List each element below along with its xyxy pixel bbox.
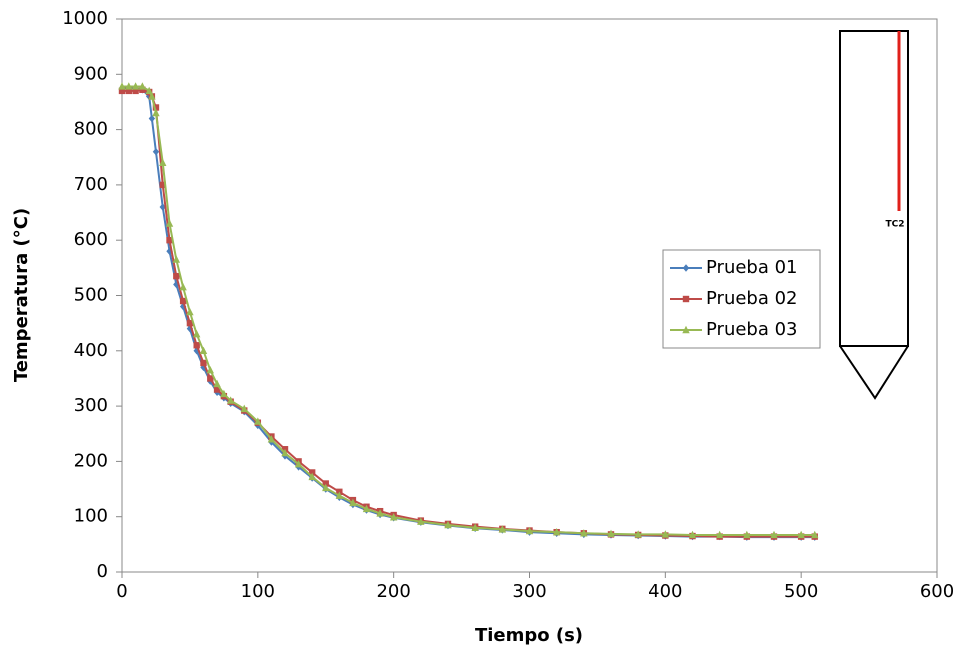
inset-diagram: TC2 — [839, 30, 909, 400]
y-tick-label: 0 — [97, 561, 108, 582]
marker — [362, 504, 371, 513]
marker — [138, 82, 147, 90]
series-line — [122, 85, 815, 536]
marker — [240, 404, 248, 413]
marker — [417, 517, 425, 525]
marker — [166, 237, 173, 244]
marker — [220, 389, 228, 398]
marker — [471, 523, 479, 531]
marker — [498, 525, 507, 533]
y-tick-label: 900 — [74, 63, 108, 84]
y-tick-label: 600 — [74, 229, 108, 250]
y-axis-title: Temperatura (°C) — [11, 208, 32, 382]
y-tick-label: 500 — [74, 285, 108, 306]
marker — [148, 114, 156, 123]
marker — [376, 509, 384, 517]
marker — [152, 148, 160, 156]
marker — [525, 526, 534, 535]
marker — [132, 87, 139, 95]
marker — [294, 459, 303, 468]
y-tick-label: 400 — [74, 340, 108, 361]
marker — [797, 530, 805, 539]
marker — [200, 359, 207, 367]
marker — [308, 469, 316, 476]
marker — [125, 82, 133, 90]
marker — [661, 530, 670, 538]
legend-marker — [682, 264, 690, 272]
marker — [159, 158, 167, 166]
marker — [159, 181, 166, 189]
marker — [186, 307, 194, 316]
marker — [322, 483, 330, 492]
marker — [267, 435, 276, 443]
x-tick-label: 400 — [648, 581, 682, 602]
marker — [148, 92, 156, 100]
marker — [770, 530, 778, 539]
legend-label: Prueba 02 — [706, 288, 798, 309]
marker — [634, 530, 642, 538]
marker — [179, 297, 187, 305]
marker — [281, 448, 289, 457]
marker — [580, 529, 588, 537]
x-tick-label: 600 — [920, 581, 954, 602]
marker — [118, 82, 126, 90]
marker — [199, 346, 208, 354]
y-tick-label: 700 — [74, 174, 108, 195]
marker — [743, 530, 751, 539]
marker — [179, 302, 187, 311]
marker — [152, 104, 160, 111]
y-tick-label: 800 — [74, 119, 108, 140]
marker — [206, 365, 214, 374]
y-tick-label: 200 — [74, 450, 108, 471]
marker — [207, 375, 214, 382]
legend-label: Prueba 03 — [706, 319, 798, 340]
x-tick-label: 200 — [376, 581, 410, 602]
marker — [125, 87, 132, 95]
marker — [145, 86, 153, 95]
legend-marker — [682, 295, 690, 303]
marker — [159, 203, 166, 211]
marker — [335, 491, 344, 499]
legend-marker — [682, 325, 690, 334]
marker — [254, 417, 262, 425]
marker — [118, 87, 126, 95]
marker — [552, 527, 561, 536]
marker — [179, 283, 187, 291]
marker — [389, 513, 398, 521]
marker — [165, 219, 174, 227]
marker — [131, 82, 140, 90]
marker — [200, 363, 207, 372]
probe-tip — [839, 345, 909, 400]
marker — [349, 498, 357, 507]
marker — [322, 480, 329, 487]
marker — [308, 472, 316, 481]
marker — [193, 330, 201, 338]
marker — [186, 319, 194, 327]
x-tick-label: 0 — [116, 581, 127, 602]
marker — [172, 255, 181, 263]
y-tick-label: 100 — [74, 506, 108, 527]
x-tick-label: 300 — [512, 581, 546, 602]
marker — [226, 396, 235, 404]
marker — [213, 386, 221, 393]
marker — [811, 530, 819, 539]
y-tick-label: 1000 — [62, 8, 108, 29]
y-tick-label: 300 — [74, 395, 108, 416]
x-tick-label: 100 — [241, 581, 275, 602]
x-axis-title: Tiempo (s) — [475, 625, 583, 646]
marker — [193, 342, 200, 349]
marker — [152, 108, 160, 117]
marker — [688, 530, 697, 539]
probe-body — [839, 30, 909, 347]
marker — [607, 529, 615, 538]
annotation: TC2 — [885, 220, 904, 230]
marker — [715, 530, 724, 539]
marker — [173, 272, 180, 280]
x-tick-label: 500 — [784, 581, 818, 602]
marker — [213, 379, 221, 388]
marker — [139, 86, 146, 93]
marker — [444, 520, 452, 529]
legend-label: Prueba 01 — [706, 257, 798, 278]
